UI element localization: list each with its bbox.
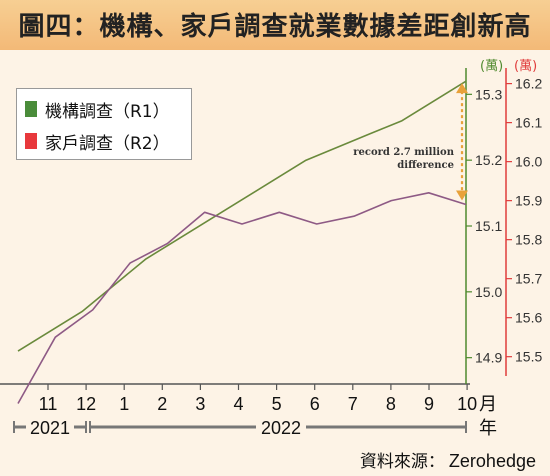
- x-tick-label-3: 3: [195, 394, 205, 414]
- legend-item-household: 家戶調查（R2）: [25, 129, 170, 154]
- right-y-tick-label: 15.6: [515, 310, 542, 326]
- left-y-tick-label: 15.1: [475, 218, 502, 234]
- x-tick-label-10: 10: [457, 394, 477, 414]
- x-tick-label-11: 11: [39, 394, 58, 414]
- x-tick-label-9: 9: [424, 394, 434, 414]
- right-y-tick-label: 15.7: [515, 271, 542, 287]
- x-unit-label-year: 年: [479, 418, 497, 439]
- x-tick-label-5: 5: [272, 394, 282, 414]
- series-line-establishment: [17, 80, 467, 352]
- right-y-tick-label: 15.8: [515, 232, 542, 248]
- left-y-unit: (萬): [480, 59, 503, 74]
- x-tick-label-2: 2: [157, 394, 167, 414]
- right-y-tick-label: 15.9: [515, 193, 542, 209]
- legend-label-household: 家戶調查（R2）: [45, 133, 170, 154]
- left-y-tick-label: 15.0: [475, 284, 502, 300]
- x-tick-label-1: 1: [119, 394, 129, 414]
- annotation-line-1: record 2.7 million: [353, 147, 454, 158]
- right-y-unit: (萬): [514, 59, 537, 74]
- legend-label-establishment: 機構調查（R1）: [45, 101, 170, 122]
- x-unit-label: 月: [479, 394, 497, 415]
- x-tick-label-7: 7: [348, 394, 358, 414]
- source-label: 資料來源：: [359, 452, 445, 472]
- legend-swatch-green: [25, 101, 37, 117]
- x-tick-label-6: 6: [310, 394, 320, 414]
- left-y-tick-label: 14.9: [475, 350, 502, 366]
- left-y-tick-label: 15.3: [475, 86, 502, 102]
- right-y-tick-label: 16.0: [515, 154, 542, 170]
- series-line-household: [17, 192, 467, 404]
- left-y-tick-label: 15.2: [475, 152, 502, 168]
- source-value: Zerohedge: [448, 451, 536, 471]
- x-tick-label-12: 12: [76, 394, 96, 414]
- right-y-tick-label: 16.2: [515, 76, 542, 92]
- chart-title: 圖四：機構、家戶調查就業數據差距創新高: [18, 12, 532, 42]
- title-band: [0, 0, 550, 50]
- x-tick-label-4: 4: [233, 394, 243, 414]
- annotation-line-2: difference: [397, 160, 454, 171]
- right-y-tick-label: 16.1: [515, 115, 542, 131]
- right-y-tick-label: 15.5: [515, 349, 542, 365]
- gap-arrow-head-top: [456, 83, 468, 94]
- year-label-2021: 2021: [30, 418, 70, 438]
- year-label-bg: [26, 416, 74, 438]
- gap-arrow-head-bottom: [456, 190, 468, 201]
- source-note: 資料來源： Zerohedge: [360, 447, 536, 472]
- year-label-bg: [256, 416, 306, 438]
- year-label-2022: 2022: [261, 418, 301, 438]
- legend-item-establishment: 機構調查（R1）: [25, 97, 170, 122]
- x-tick-label-8: 8: [386, 394, 396, 414]
- legend: 機構調查（R1） 家戶調查（R2）: [16, 88, 192, 160]
- legend-swatch-red: [25, 133, 37, 149]
